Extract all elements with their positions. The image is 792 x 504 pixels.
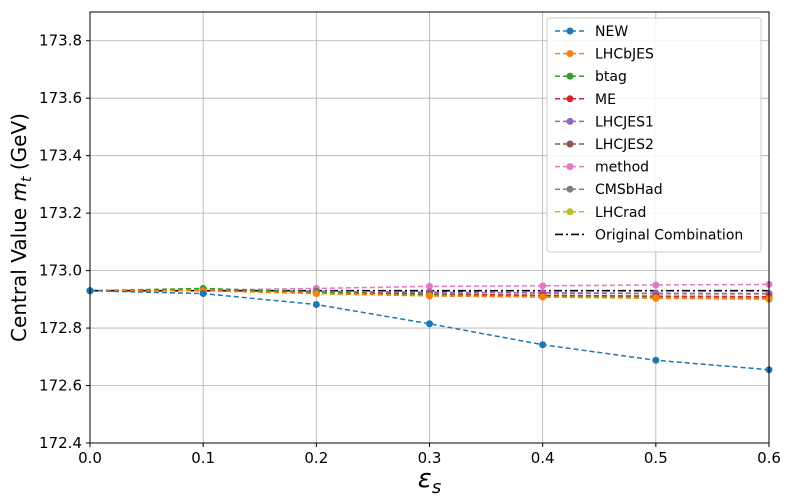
y-tick-label: 172.6 [39,377,82,395]
series-new-point [652,356,660,364]
y-tick-label: 172.8 [39,319,82,337]
y-tick-label: 173.2 [39,204,82,222]
x-axis-label-symbol: ε [418,464,432,494]
legend-label-btag: btag [595,69,627,85]
series-method-point [426,282,433,290]
legend-label-lhcbjes: LHCbJES [595,47,654,63]
legend-marker-lhcbjes [566,50,574,58]
legend-box [546,17,762,253]
series-new-point [312,301,320,309]
legend-marker-lhcjes2 [566,140,574,148]
legend-label-lhcjes1: LHCJES1 [595,114,654,130]
series-lhcbjes-point [652,294,660,302]
legend-marker-btag [566,72,574,80]
series-method-point [539,282,547,290]
y-axis-label-unit: (GeV) [7,113,31,176]
legend-label-lhcjes2: LHCJES2 [595,137,654,153]
y-tick-label: 173.0 [39,262,82,280]
y-axis-label-subscript: t [19,176,35,182]
x-tick-label: 0.2 [304,449,328,467]
x-tick-label: 0.0 [78,449,102,467]
x-axis: 0.0 0.1 0.2 0.3 0.4 0.5 0.6 [78,443,781,467]
x-tick-label: 0.3 [418,449,442,467]
series-new-point [539,341,547,349]
y-tick-label: 173.4 [39,147,82,165]
legend-label-me: ME [595,92,616,108]
x-tick-label: 0.4 [531,449,555,467]
x-tick-label: 0.6 [757,449,781,467]
series-new-point [199,290,207,298]
legend-marker-lhcjes1 [566,117,574,125]
x-tick-label: 0.5 [644,449,668,467]
y-tick-label: 172.4 [39,434,82,452]
legend-label-lhcrad: LHCrad [595,205,646,221]
y-axis-label-symbol: m [7,182,31,201]
legend-label-new: NEW [595,24,628,40]
series-lhcbjes-point [426,292,433,300]
series-method-point [652,281,660,289]
legend-label-cmsbhad: CMSbHad [595,182,663,198]
series-lhcbjes-point [312,290,320,298]
legend-marker-me [566,95,574,103]
legend-marker-cmsbhad [566,185,574,193]
y-tick-label: 173.8 [39,32,82,50]
y-axis: 172.4 172.6 172.8 173.0 173.2 173.4 173.6 173.8 [39,32,90,452]
y-tick-label: 173.6 [39,89,82,107]
legend-marker-new [566,27,574,35]
series-new-point [426,320,433,328]
legend-label-method: method [595,160,649,176]
legend-label-original-combination: Original Combination [595,227,743,243]
legend-marker-lhcrad [566,208,574,216]
legend: NEW LHCbJES btag ME LHCJES1 LHCJES2 method CMSb… [546,17,762,253]
y-axis-label-text: Central Value [7,201,31,341]
legend-marker-method [566,163,574,171]
plot-lines [86,280,773,374]
x-axis-label-subscript: s [432,477,441,498]
series-lhcbjes-point [539,293,547,301]
y-axis-label: Central Value mt (GeV) [7,113,35,342]
x-tick-label: 0.1 [191,449,215,467]
x-axis-label: εs [418,464,441,498]
